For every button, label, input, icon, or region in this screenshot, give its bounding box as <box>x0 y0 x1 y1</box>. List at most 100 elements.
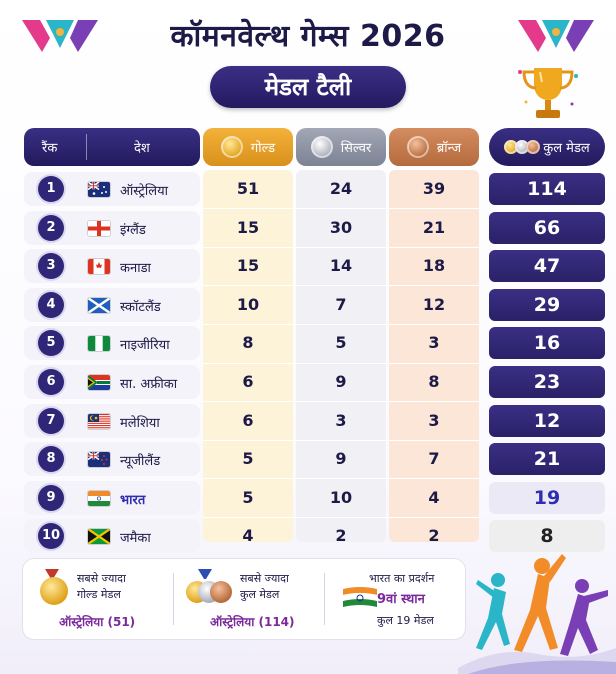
table-row: 10 जमैका 4 2 2 8 <box>24 519 606 554</box>
table-row: 9 भारत 5 10 4 19 <box>24 480 606 515</box>
rank-badge: 4 <box>38 291 64 318</box>
total-count: 19 <box>489 481 605 514</box>
rank-badge: 2 <box>38 214 64 241</box>
silver-count: 9 <box>335 372 347 391</box>
country-name: मलेशिया <box>120 415 160 431</box>
country-name: जमैका <box>120 531 151 547</box>
row-divider <box>203 323 479 325</box>
row-divider <box>203 439 479 441</box>
table-row: 2 इंग्लैंड 15 30 21 66 <box>24 210 606 245</box>
most-gold-section: सबसे ज्यादा गोल्ड मेडल ऑस्ट्रेलिया (51) <box>23 559 173 639</box>
total-count: 23 <box>489 366 605 398</box>
rank-badge: 1 <box>38 176 64 202</box>
divider <box>173 573 174 625</box>
total-count: 47 <box>489 250 605 283</box>
rank-badge: 6 <box>38 369 64 395</box>
most-gold-value: ऑस्ट्रेलिया (51) <box>59 615 136 629</box>
ribbon-icon <box>198 569 212 579</box>
country-name: इंग्लैंड <box>120 222 146 238</box>
silver-count: 3 <box>335 410 347 430</box>
silver-count: 24 <box>329 179 353 198</box>
header-silver-label: सिल्वर <box>340 141 372 156</box>
row-divider <box>203 246 479 248</box>
games-logo-icon <box>518 20 594 52</box>
gold-column-bg <box>203 170 293 542</box>
gold-count: 4 <box>242 526 254 546</box>
total-count: 66 <box>489 211 605 244</box>
gold-count: 15 <box>236 256 260 276</box>
bronze-column-bg <box>389 170 479 542</box>
header-bronze-label: ब्रॉन्ज <box>436 141 462 156</box>
row-divider <box>203 516 479 518</box>
rank-badge: 3 <box>38 253 64 280</box>
bronze-count: 3 <box>428 333 440 353</box>
bronze-count: 4 <box>428 487 440 507</box>
country-name: न्यूजीलैंड <box>120 454 161 470</box>
row-divider <box>203 478 479 480</box>
gold-count: 6 <box>242 372 254 391</box>
header-bronze: ब्रॉन्ज <box>389 128 479 166</box>
india-position: 9वां स्थान <box>377 592 425 607</box>
rank-badge: 10 <box>38 523 64 550</box>
row-divider <box>203 208 479 210</box>
bronze-count: 2 <box>428 526 440 546</box>
bronze-count: 3 <box>428 410 440 430</box>
most-total-value: ऑस्ट्रेलिया (114) <box>210 615 295 629</box>
south-africa-flag-icon <box>88 375 110 390</box>
bronze-medal-icon <box>406 136 429 158</box>
india-flag-icon <box>343 587 377 607</box>
bronze-count: 18 <box>422 256 446 276</box>
total-count: 16 <box>489 327 605 360</box>
header-total: कुल मेडल <box>489 128 605 166</box>
bronze-medal-icon <box>210 581 232 603</box>
bronze-count: 21 <box>422 217 446 237</box>
header-country: देश <box>134 141 150 156</box>
silver-count: 14 <box>329 256 353 276</box>
header-rank: रैंक <box>42 141 58 156</box>
gold-count: 6 <box>242 410 254 430</box>
header-divider <box>86 134 87 160</box>
header-gold: गोल्ड <box>203 128 293 166</box>
table-row: 6 सा. अफ्रीका 6 9 8 23 <box>24 365 606 399</box>
silver-count: 30 <box>329 217 353 237</box>
row-divider <box>203 401 479 403</box>
most-gold-line2: गोल्ड मेडल <box>77 588 121 601</box>
bronze-count: 8 <box>428 372 440 391</box>
gold-count: 10 <box>236 294 260 314</box>
country-name: नाइजीरिया <box>120 338 170 354</box>
header-gold-label: गोल्ड <box>250 141 276 156</box>
bronze-count: 12 <box>422 294 446 314</box>
row-divider <box>203 285 479 287</box>
divider <box>324 573 325 625</box>
rank-badge: 5 <box>38 330 64 357</box>
country-name: ऑस्ट्रेलिया <box>120 184 168 199</box>
table-row: 8 न्यूजीलैंड 5 9 7 21 <box>24 442 606 477</box>
rank-badge: 9 <box>38 484 64 511</box>
most-total-line1: सबसे ज्यादा <box>240 572 289 585</box>
trophy-icon <box>518 68 578 118</box>
ribbon-icon <box>45 569 59 579</box>
nigeria-flag-icon <box>88 336 110 352</box>
header-total-label: कुल मेडल <box>543 141 590 156</box>
header-silver: सिल्वर <box>296 128 386 166</box>
table-row: 4 स्कॉटलैंड 10 7 12 29 <box>24 287 606 322</box>
medals-icon <box>504 140 541 154</box>
header-rank-country: रैंक देश <box>24 128 200 166</box>
page-title: कॉमनवेल्थ गेम्स 2026 <box>170 19 446 54</box>
india-performance-section: भारत का प्रदर्शन 9वां स्थान कुल 19 मेडल <box>325 559 465 639</box>
gold-count: 5 <box>242 487 254 507</box>
bronze-count: 7 <box>428 449 440 469</box>
gold-medal-icon <box>220 136 243 158</box>
total-count: 8 <box>489 520 605 553</box>
scotland-flag-icon <box>88 297 110 313</box>
country-name: सा. अफ्रीका <box>120 377 178 392</box>
total-count: 12 <box>489 404 605 437</box>
silver-count: 9 <box>335 449 347 469</box>
jamaica-flag-icon <box>88 529 110 545</box>
silver-count: 2 <box>335 526 347 546</box>
new-zealand-flag-icon <box>88 452 110 468</box>
most-total-section: सबसे ज्यादा कुल मेडल ऑस्ट्रेलिया (114) <box>174 559 324 639</box>
table-row: 7 मलेशिया 6 3 3 12 <box>24 403 606 438</box>
subtitle-badge: मेडल टैली <box>210 66 406 108</box>
india-flag-icon <box>88 490 110 506</box>
